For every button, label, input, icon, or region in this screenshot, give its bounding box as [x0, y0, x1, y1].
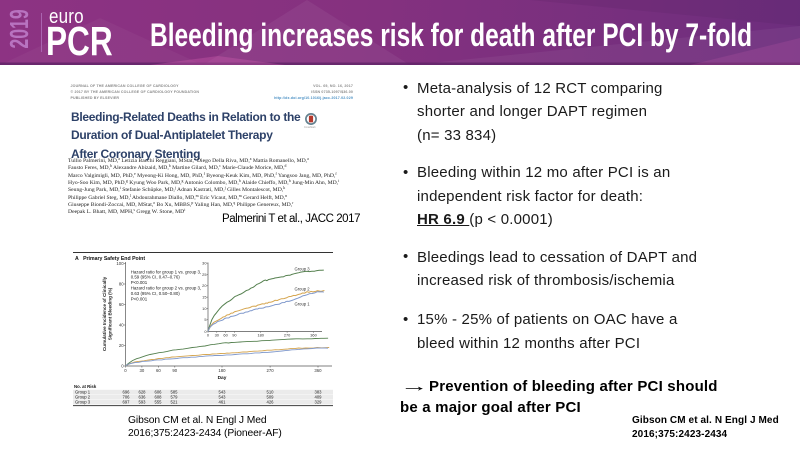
svg-text:30: 30: [215, 333, 220, 338]
svg-text:Group 1: Group 1: [295, 301, 311, 306]
svg-text:60: 60: [223, 333, 228, 338]
svg-text:329: 329: [315, 400, 323, 405]
svg-text:555: 555: [155, 400, 163, 405]
svg-text:0.59 (95% CI, 0.47–0.76): 0.59 (95% CI, 0.47–0.76): [131, 275, 181, 280]
svg-text:360: 360: [314, 368, 322, 373]
svg-text:585: 585: [171, 390, 179, 395]
svg-text:461: 461: [219, 400, 227, 405]
svg-text:543: 543: [219, 390, 227, 395]
svg-text:409: 409: [315, 395, 323, 400]
svg-text:0: 0: [204, 329, 207, 334]
svg-text:543: 543: [219, 395, 227, 400]
svg-text:90: 90: [232, 333, 237, 338]
svg-text:P<0.001: P<0.001: [131, 296, 148, 301]
svg-text:697: 697: [123, 400, 131, 405]
svg-text:No. at Risk: No. at Risk: [74, 384, 97, 389]
svg-text:0: 0: [121, 364, 124, 369]
svg-text:Group 1: Group 1: [75, 390, 91, 395]
svg-text:Hazard ratio for group 2 vs. g: Hazard ratio for group 2 vs. group 3,: [131, 286, 202, 291]
svg-text:383: 383: [315, 390, 323, 395]
svg-text:Hazard ratio for group 1 vs. g: Hazard ratio for group 1 vs. group 3,: [131, 269, 202, 274]
svg-text:80: 80: [119, 282, 124, 287]
svg-text:426: 426: [267, 400, 275, 405]
svg-text:40: 40: [119, 323, 124, 328]
svg-text:696: 696: [123, 390, 131, 395]
svg-text:636: 636: [139, 395, 147, 400]
svg-text:608: 608: [155, 395, 163, 400]
svg-text:270: 270: [267, 368, 275, 373]
svg-text:360: 360: [310, 333, 317, 338]
svg-text:0: 0: [124, 368, 127, 373]
svg-text:606: 606: [155, 390, 163, 395]
svg-text:Day: Day: [218, 375, 227, 381]
svg-text:0: 0: [207, 333, 210, 338]
svg-text:Significant Bleeding (%): Significant Bleeding (%): [108, 287, 113, 340]
svg-text:509: 509: [267, 395, 275, 400]
svg-text:Cumulative Incidence of Clinic: Cumulative Incidence of Clinically: [102, 276, 107, 351]
svg-text:10: 10: [202, 306, 207, 311]
svg-text:510: 510: [267, 390, 275, 395]
svg-text:P<0.001: P<0.001: [131, 280, 148, 285]
svg-text:60: 60: [156, 368, 161, 373]
svg-text:270: 270: [284, 333, 291, 338]
svg-text:15: 15: [202, 295, 206, 300]
svg-text:A Primary Safety End Point: A Primary Safety End Point: [75, 256, 145, 262]
svg-text:Group 2: Group 2: [75, 395, 91, 400]
svg-text:20: 20: [119, 343, 124, 348]
svg-text:180: 180: [257, 333, 264, 338]
svg-text:628: 628: [139, 390, 147, 395]
svg-text:521: 521: [171, 400, 179, 405]
svg-text:Group 2: Group 2: [295, 287, 311, 292]
svg-text:Group 3: Group 3: [75, 400, 91, 405]
svg-text:5: 5: [204, 317, 206, 322]
svg-text:25: 25: [202, 272, 206, 277]
svg-text:579: 579: [171, 395, 179, 400]
svg-text:0.63 (95% CI, 0.50–0.80): 0.63 (95% CI, 0.50–0.80): [131, 291, 181, 296]
svg-text:30: 30: [140, 368, 145, 373]
svg-text:20: 20: [202, 283, 207, 288]
svg-text:60: 60: [119, 302, 124, 307]
svg-text:90: 90: [172, 368, 177, 373]
svg-text:593: 593: [139, 400, 147, 405]
svg-text:Group 3: Group 3: [295, 266, 311, 271]
svg-text:30: 30: [202, 261, 207, 266]
svg-text:180: 180: [218, 368, 226, 373]
svg-text:706: 706: [123, 395, 131, 400]
svg-text:100: 100: [116, 261, 124, 266]
